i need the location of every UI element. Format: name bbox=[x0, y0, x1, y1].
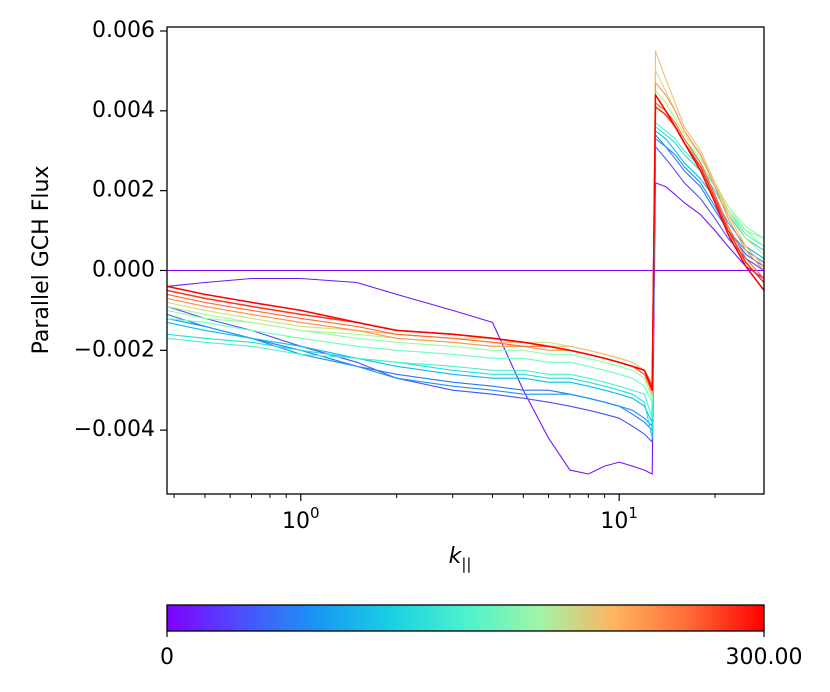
series-line-t-140 bbox=[167, 102, 764, 403]
colorbar-max-label: 300.00 bbox=[726, 645, 803, 670]
series-line-t-280 bbox=[167, 106, 764, 387]
series-line-t-300 bbox=[167, 94, 764, 391]
y-axis: −0.004 −0.002 0.000 0.002 0.004 0.006 bbox=[74, 18, 167, 442]
y-tick-label: 0.004 bbox=[92, 98, 155, 123]
colorbar-min-label: 0 bbox=[160, 645, 174, 670]
series-line-t-30 bbox=[167, 146, 764, 443]
x-tick-label: 100 bbox=[282, 504, 320, 534]
y-tick-label: 0.002 bbox=[92, 178, 155, 203]
y-tick-label: 0.000 bbox=[92, 257, 155, 282]
series-line-t-180 bbox=[167, 90, 764, 391]
series-line-t-220 bbox=[167, 50, 764, 391]
colorbar: 0 300.00 bbox=[160, 604, 803, 670]
x-tick-label: 101 bbox=[600, 504, 638, 534]
y-tick-label: −0.002 bbox=[74, 337, 155, 362]
x-axis: 100 101 bbox=[173, 494, 716, 534]
series-layer bbox=[167, 50, 764, 475]
series-line-t-8 bbox=[167, 182, 764, 475]
series-line-t-80 bbox=[167, 130, 764, 423]
y-axis-label: Parallel GCH Flux bbox=[29, 166, 54, 355]
y-tick-label: −0.004 bbox=[74, 417, 155, 442]
y-tick-label: 0.006 bbox=[92, 18, 155, 43]
x-axis-label: k|| bbox=[449, 544, 472, 573]
series-line-t-60 bbox=[167, 138, 764, 427]
series-line-t-160 bbox=[167, 94, 764, 399]
series-line-t-45 bbox=[167, 134, 764, 431]
plot-frame bbox=[166, 26, 765, 495]
colorbar-gradient bbox=[166, 604, 765, 632]
